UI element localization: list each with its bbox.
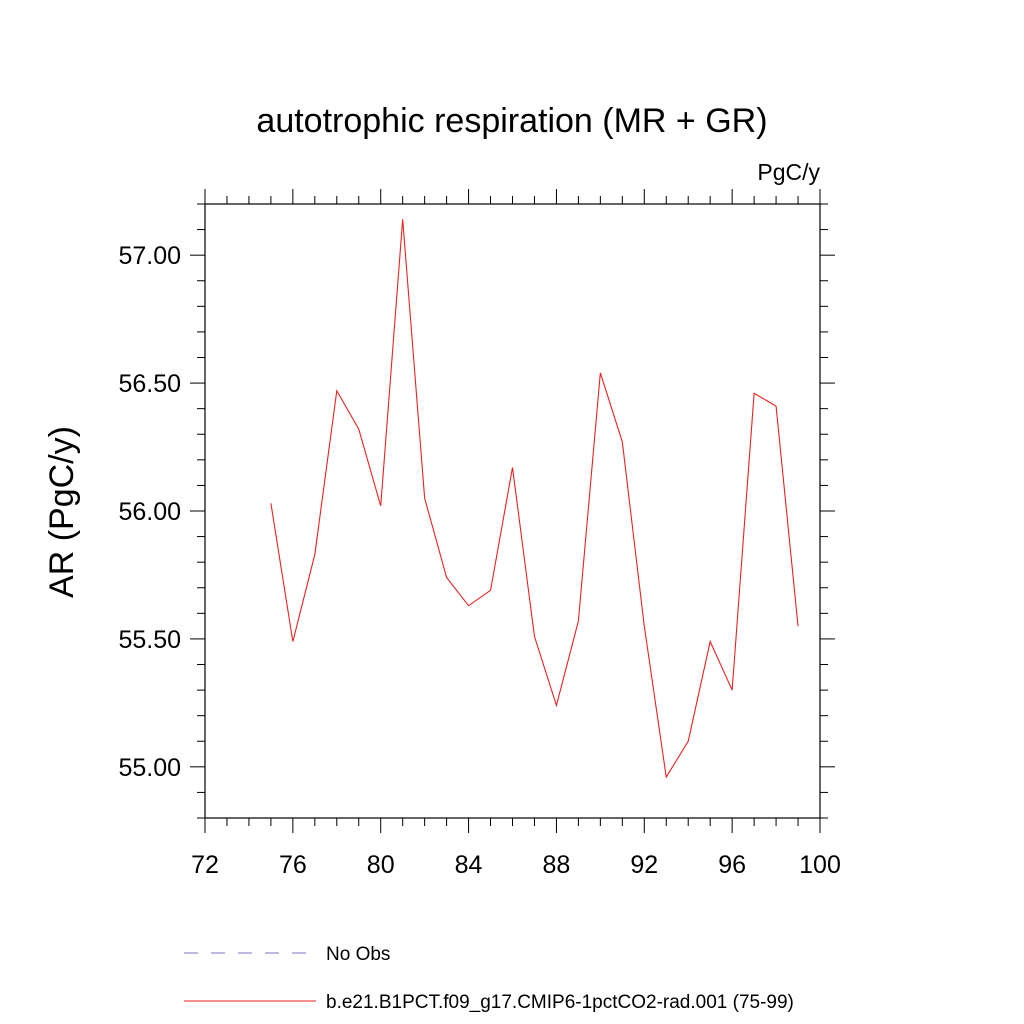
x-tick-label: 100 (799, 851, 841, 879)
plot-frame (204, 203, 821, 819)
ticks-layer: 72 76 80 84 88 92 96 100 55.00 55.50 56.00 56.50 57.… (118, 189, 841, 879)
x-tick-label: 72 (191, 851, 219, 879)
x-tick-label: 80 (367, 851, 395, 879)
series-line-1 (270, 219, 799, 779)
y-tick-label: 55.00 (118, 754, 181, 782)
series-layer (270, 219, 799, 779)
y-tick-label: 56.00 (118, 498, 181, 526)
y-axis-label: AR (PgC/y) (43, 426, 81, 598)
legend: No Obs b.e21.B1PCT.f09_g17.CMIP6-1pctCO2… (184, 944, 794, 1013)
x-tick-label: 96 (718, 851, 746, 879)
x-tick-label: 84 (455, 851, 483, 879)
x-tick-label: 88 (543, 851, 571, 879)
legend-label-model: b.e21.B1PCT.f09_g17.CMIP6-1pctCO2-rad.00… (326, 992, 794, 1013)
x-tick-label: 92 (630, 851, 658, 879)
legend-label-no-obs: No Obs (326, 944, 390, 965)
units-label: PgC/y (757, 159, 820, 185)
y-tick-label: 56.50 (118, 370, 181, 398)
x-tick-label: 76 (279, 851, 307, 879)
chart-title: autotrophic respiration (MR + GR) (256, 102, 767, 140)
y-tick-label: 55.50 (118, 626, 181, 654)
y-tick-label: 57.00 (118, 242, 181, 270)
